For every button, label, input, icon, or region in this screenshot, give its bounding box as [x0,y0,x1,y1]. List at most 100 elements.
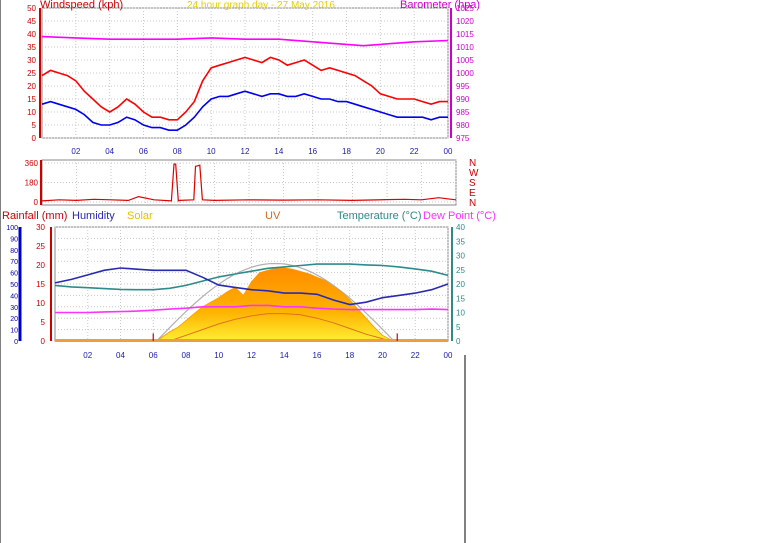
windspeed-axis-label: Windspeed (kph) [40,0,123,11]
windspeed-tick-label: 25 [27,69,36,78]
wind-time-tick-label: 00 [444,147,453,156]
wind-time-tick-label: 18 [342,147,351,156]
dewpoint-line [55,304,449,314]
solar-time-tick-label: 12 [247,351,256,360]
compass-label-n: N [469,198,476,209]
solar-time-tick-label: 02 [83,351,92,360]
gust-line [41,56,448,121]
uv-line [169,313,391,342]
humidity-tick-label: 50 [10,282,18,289]
direction-grid [42,160,457,205]
windspeed-tick-label: 0 [32,134,37,143]
solar-time-tick-label: 14 [280,351,289,360]
temperature-tick-label: 10 [456,309,465,318]
rainfall-tick-label: 10 [36,299,45,308]
temperature-tick-label: 20 [456,280,465,289]
windspeed-tick-label: 15 [27,95,36,104]
humidity-tick-label: 0 [14,339,18,346]
windspeed-tick-label: 10 [27,108,36,117]
solar-time-tick-label: 16 [313,351,322,360]
wind-time-tick-label: 10 [207,147,216,156]
legend-temperature: Temperature (°C) [337,210,421,222]
solar-time-tick-label: 00 [444,351,453,360]
windspeed-tick-label: 35 [27,43,36,52]
compass-label-e: E [469,188,476,199]
solar-series [54,262,449,342]
windspeed-tick-label: 20 [27,82,36,91]
wind-grid [42,7,449,139]
barometer-tick-label: 1005 [456,56,474,65]
direction-series [41,163,457,202]
windspeed-tick-label: 5 [32,121,37,130]
compass-label-w: W [469,168,479,179]
windspeed-axis: 0 5 10 15 20 25 30 35 40 45 50 [27,4,41,143]
wind-time-axis: 02 04 06 08 10 12 14 16 18 20 22 00 [71,147,453,156]
direction-tick-label: 0 [34,198,39,207]
temperature-tick-label: 25 [456,266,465,275]
temperature-tick-label: 0 [456,337,461,346]
solar-time-tick-label: 06 [149,351,158,360]
clear-sky-curve [156,262,395,342]
solar-area [155,267,395,342]
solar-time-tick-label: 10 [214,351,223,360]
wind-time-tick-label: 16 [308,147,317,156]
barometer-tick-label: 975 [456,134,470,143]
compass-label-n: N [469,158,476,169]
compass-label-s: S [469,178,476,189]
humidity-tick-label: 10 [10,328,18,335]
solar-time-tick-label: 04 [116,351,125,360]
rainfall-tick-label: 30 [36,223,45,232]
solar-time-tick-label: 18 [345,351,354,360]
wind-direction-line [41,163,457,202]
wind-series [41,35,449,131]
solar-time-axis: 02 04 06 08 10 12 14 16 18 20 22 00 [83,351,453,360]
wind-time-tick-label: 08 [173,147,182,156]
wind-time-tick-label: 14 [274,147,283,156]
legend-dewpoint: Dew Point (°C) [423,210,496,222]
rainfall-tick-label: 25 [36,242,45,251]
rainfall-tick-label: 0 [41,337,46,346]
humidity-tick-label: 40 [10,293,18,300]
barometer-tick-label: 985 [456,108,470,117]
barometer-tick-label: 995 [456,82,470,91]
legend-rainfall: Rainfall (mm) [2,210,67,222]
rainfall-tick-label: 5 [41,318,46,327]
barometer-tick-label: 1025 [456,4,474,13]
legend: Rainfall (mm) Humidity Solar UV Temperature … [2,210,496,222]
humidity-line [54,267,449,306]
solar-time-tick-label: 22 [411,351,420,360]
barometer-tick-label: 980 [456,121,470,130]
solar-axes: 0 10 20 30 40 50 60 70 80 90 100 0 5 10 15 20 25 30 0 5 10 15… [6,223,465,346]
average-line [41,90,448,131]
windspeed-tick-label: 40 [27,30,36,39]
solar-time-tick-label: 20 [378,351,387,360]
barometer-tick-label: 1020 [456,17,474,26]
temperature-line [54,263,449,291]
humidity-tick-label: 30 [10,305,18,312]
solar-temperature-chart: Rainfall (mm) Humidity Solar UV Temperature … [2,210,496,360]
direction-tick-label: 180 [25,179,39,188]
windspeed-tick-label: 50 [27,4,36,13]
temperature-tick-label: 5 [456,323,461,332]
rainfall-tick-label: 20 [36,261,45,270]
solar-time-tick-label: 08 [182,351,191,360]
wind-time-tick-label: 02 [71,147,80,156]
temperature-tick-label: 35 [456,237,465,246]
temperature-tick-label: 40 [456,223,465,232]
barometer-axis-label: Barometer (hpa) [400,0,480,11]
direction-tick-label: 360 [25,159,39,168]
barometer-line [41,35,449,47]
wind-time-tick-label: 12 [241,147,250,156]
humidity-tick-label: 70 [10,259,18,266]
legend-uv: UV [265,210,281,222]
temperature-tick-label: 30 [456,252,465,261]
wind-time-tick-label: 04 [105,147,114,156]
humidity-tick-label: 60 [10,271,18,278]
rainfall-tick-label: 15 [36,280,45,289]
legend-humidity: Humidity [72,210,115,222]
wind-time-tick-label: 20 [376,147,385,156]
